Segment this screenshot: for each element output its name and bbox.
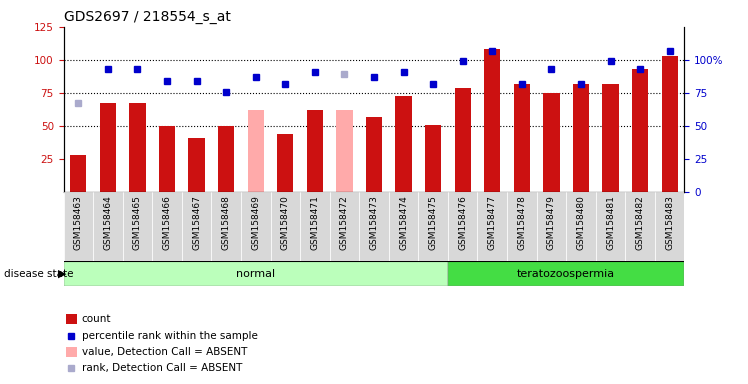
Text: GSM158475: GSM158475 [429, 195, 438, 250]
Bar [241, 192, 271, 261]
Bar [330, 192, 359, 261]
Text: GSM158467: GSM158467 [192, 195, 201, 250]
Text: GSM158478: GSM158478 [518, 195, 527, 250]
Bar [188, 138, 205, 192]
Bar [661, 56, 678, 192]
Text: GSM158471: GSM158471 [310, 195, 319, 250]
Text: count: count [82, 314, 111, 324]
Bar [448, 261, 684, 286]
Bar [278, 134, 293, 192]
Text: value, Detection Call = ABSENT: value, Detection Call = ABSENT [82, 347, 247, 357]
Text: GSM158480: GSM158480 [577, 195, 586, 250]
Bar [595, 192, 625, 261]
Bar [448, 192, 477, 261]
Text: GSM158483: GSM158483 [665, 195, 674, 250]
Bar [300, 192, 330, 261]
Text: GSM158469: GSM158469 [251, 195, 260, 250]
Text: GSM158479: GSM158479 [547, 195, 556, 250]
Bar [307, 110, 323, 192]
Bar [573, 84, 589, 192]
Bar [218, 126, 234, 192]
Bar [159, 126, 175, 192]
Bar [366, 117, 382, 192]
Text: GSM158482: GSM158482 [636, 195, 645, 250]
Bar [129, 104, 146, 192]
Bar [484, 49, 500, 192]
Bar [182, 192, 212, 261]
Text: GSM158481: GSM158481 [606, 195, 615, 250]
Text: GSM158464: GSM158464 [103, 195, 112, 250]
Text: GSM158472: GSM158472 [340, 195, 349, 250]
Bar [396, 96, 411, 192]
Bar [632, 69, 649, 192]
Bar [566, 192, 595, 261]
Bar [625, 192, 654, 261]
Bar [543, 93, 560, 192]
Text: ▶: ▶ [58, 268, 67, 279]
Bar [337, 110, 352, 192]
Bar [123, 192, 153, 261]
Text: disease state: disease state [4, 268, 73, 279]
Bar [507, 192, 536, 261]
Bar [359, 192, 389, 261]
Text: GSM158473: GSM158473 [370, 195, 378, 250]
Bar [94, 192, 123, 261]
Text: GSM158463: GSM158463 [74, 195, 83, 250]
Text: normal: normal [236, 268, 275, 279]
Bar [64, 192, 94, 261]
Text: rank, Detection Call = ABSENT: rank, Detection Call = ABSENT [82, 363, 242, 373]
Text: teratozoospermia: teratozoospermia [517, 268, 615, 279]
Text: GSM158470: GSM158470 [280, 195, 289, 250]
Bar [66, 347, 77, 357]
Bar [99, 104, 116, 192]
Text: GSM158476: GSM158476 [459, 195, 468, 250]
Bar [271, 192, 300, 261]
Text: GDS2697 / 218554_s_at: GDS2697 / 218554_s_at [64, 10, 230, 25]
Bar [654, 192, 684, 261]
Bar [602, 84, 619, 192]
Text: GSM158468: GSM158468 [221, 195, 230, 250]
Bar [425, 125, 441, 192]
Bar [248, 110, 264, 192]
Bar [418, 192, 448, 261]
Bar [212, 192, 241, 261]
Bar [153, 192, 182, 261]
Bar [477, 192, 507, 261]
Bar [536, 192, 566, 261]
Text: GSM158477: GSM158477 [488, 195, 497, 250]
Bar [389, 192, 418, 261]
Bar [70, 155, 87, 192]
Text: GSM158474: GSM158474 [399, 195, 408, 250]
Bar [66, 314, 77, 324]
Bar [64, 261, 448, 286]
Bar [514, 84, 530, 192]
Text: GSM158465: GSM158465 [133, 195, 142, 250]
Text: percentile rank within the sample: percentile rank within the sample [82, 331, 257, 341]
Bar [455, 88, 470, 192]
Text: GSM158466: GSM158466 [162, 195, 171, 250]
